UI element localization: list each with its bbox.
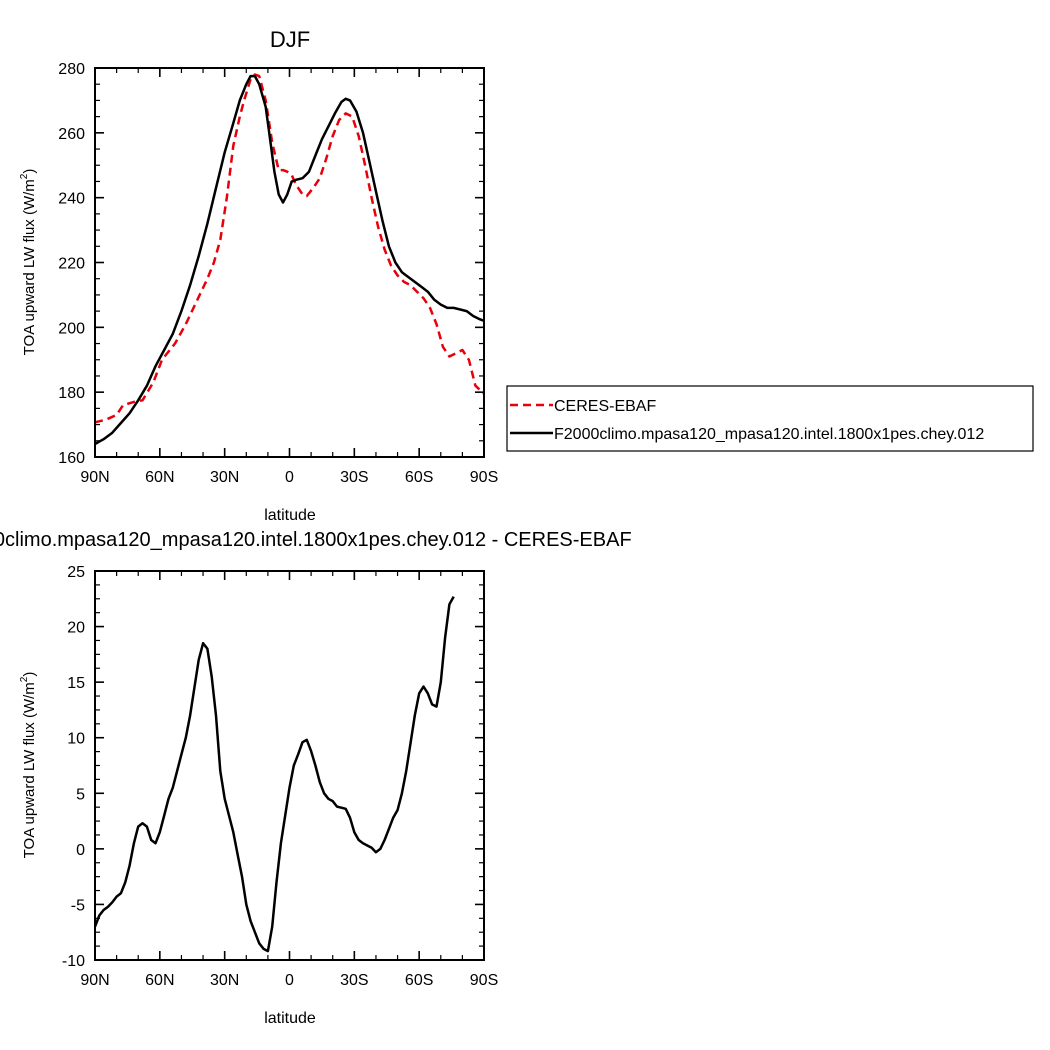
bottom-axis-ticks: 90N 60N 30N 0 30S 60S 90S -10 -5 0 5 10 15 20 25: [62, 564, 498, 989]
bottom-x-tick-label: 0: [285, 972, 294, 989]
top-x-tick-label: 30N: [210, 469, 239, 486]
top-plot-frame: [94, 67, 485, 458]
top-y-tick-label: 160: [58, 450, 85, 467]
bottom-x-tick-label: 30N: [210, 972, 239, 989]
bottom-y-axis-label: TOA upward LW flux (W/m2): [19, 672, 38, 859]
bottom-x-tick-label: 90N: [80, 972, 109, 989]
top-x-tick-label: 0: [285, 469, 294, 486]
top-x-tick-label: 60N: [145, 469, 174, 486]
bottom-y-tick-label: 5: [76, 786, 85, 803]
top-panel: DJF 90N 60N 30N 0 30S 60S 90S 160 180 200 220 240 26…: [19, 27, 498, 524]
bottom-y-tick-label: 15: [67, 675, 85, 692]
bottom-series-line-1: [93, 595, 455, 953]
legend-label-model: F2000climo.mpasa120_mpasa120.intel.1800x…: [554, 426, 984, 443]
legend: CERES-EBAF F2000climo.mpasa120_mpasa120.…: [506, 385, 1034, 452]
top-x-tick-label: 60S: [405, 469, 433, 486]
top-x-tick-label: 90S: [470, 469, 498, 486]
bottom-x-tick-label: 60N: [145, 972, 174, 989]
top-series-line-2: [94, 74, 485, 446]
top-x-axis-label: latitude: [264, 507, 316, 524]
bottom-x-tick-label: 60S: [405, 972, 433, 989]
top-y-tick-label: 260: [58, 126, 85, 143]
top-y-tick-label: 220: [58, 256, 85, 273]
bottom-chart-title: F2000climo.mpasa120_mpasa120.intel.1800x…: [0, 529, 632, 551]
top-series-group: [94, 73, 485, 446]
top-y-tick-label: 200: [58, 320, 85, 337]
bottom-y-tick-label: 10: [67, 731, 85, 748]
bottom-x-tick-label: 90S: [470, 972, 498, 989]
top-chart-title: DJF: [270, 27, 310, 52]
top-y-tick-label: 280: [58, 61, 85, 78]
bottom-y-tick-label: 0: [76, 842, 85, 859]
bottom-plot-frame: [94, 570, 485, 961]
bottom-y-tick-label: -10: [62, 953, 85, 970]
top-axis-ticks: 90N 60N 30N 0 30S 60S 90S 160 180 200 220 240 260 280: [58, 61, 498, 486]
top-y-tick-label: 180: [58, 385, 85, 402]
bottom-y-tick-label: 20: [67, 620, 85, 637]
bottom-x-axis-label: latitude: [264, 1010, 316, 1027]
top-x-tick-label: 90N: [80, 469, 109, 486]
bottom-series-group: [93, 595, 455, 953]
bottom-y-tick-label: 25: [67, 564, 85, 581]
top-y-axis-label: TOA upward LW flux (W/m2): [19, 169, 38, 356]
top-x-tick-label: 30S: [340, 469, 368, 486]
legend-box: [506, 385, 1034, 452]
bottom-panel: F2000climo.mpasa120_mpasa120.intel.1800x…: [0, 529, 632, 1027]
legend-label-ceres: CERES-EBAF: [554, 398, 656, 415]
top-y-tick-label: 240: [58, 191, 85, 208]
bottom-x-tick-label: 30S: [340, 972, 368, 989]
bottom-y-tick-label: -5: [71, 897, 85, 914]
